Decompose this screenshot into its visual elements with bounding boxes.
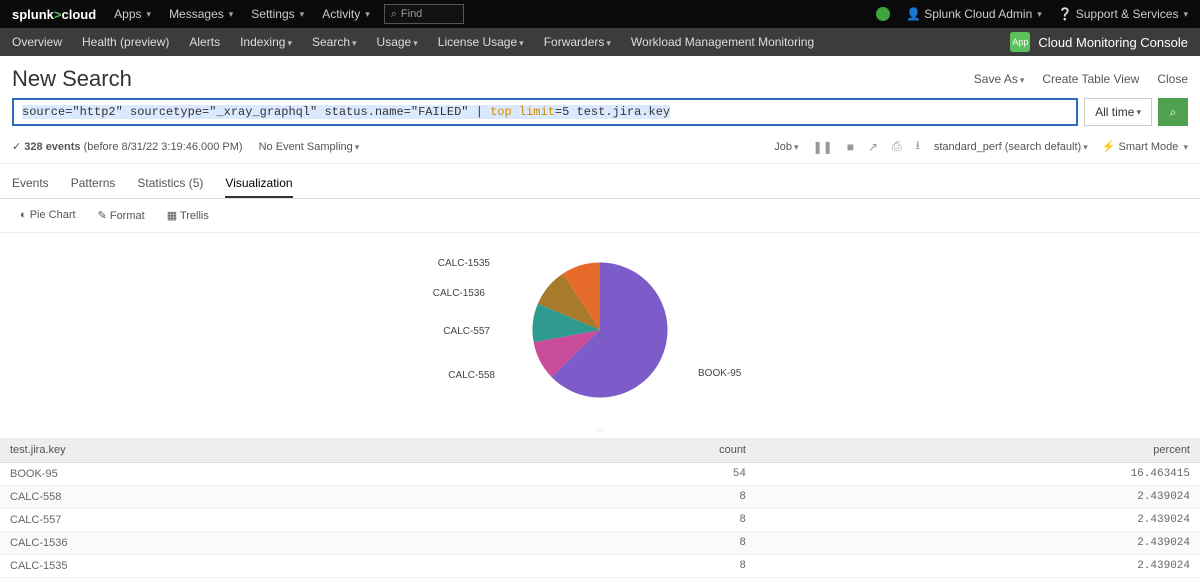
subnav-alerts[interactable]: Alerts — [189, 35, 220, 49]
global-menu: Apps Messages Settings Activity — [114, 7, 370, 21]
subnav-usage[interactable]: Usage — [377, 35, 418, 49]
find-placeholder: Find — [401, 8, 422, 20]
cell-count: 8 — [480, 532, 756, 555]
app-subnav: Overview Health (preview) Alerts Indexing Se… — [0, 28, 1200, 56]
result-tabs: Events Patterns Statistics (5) Visualizatio… — [0, 164, 1200, 199]
col-key[interactable]: test.jira.key — [0, 438, 480, 463]
table-row[interactable]: CALC-153582.439024 — [0, 555, 1200, 578]
resize-handle[interactable]: ⋯ — [0, 423, 1200, 438]
tab-visualization[interactable]: Visualization — [225, 170, 292, 198]
page-header: New Search Save As Create Table View Close — [0, 56, 1200, 98]
search-mode-source[interactable]: standard_perf (search default) — [934, 141, 1088, 153]
cell-percent: 2.439024 — [756, 509, 1200, 532]
subnav-forwarders[interactable]: Forwarders — [544, 35, 611, 49]
status-ok-icon[interactable] — [876, 7, 890, 21]
cell-percent: 2.439024 — [756, 486, 1200, 509]
tab-patterns[interactable]: Patterns — [71, 170, 116, 198]
cell-key: BOOK-95 — [0, 463, 480, 486]
cell-key: CALC-558 — [0, 486, 480, 509]
time-label: All time — [1095, 105, 1134, 119]
tab-events[interactable]: Events — [12, 170, 49, 198]
status-row: ✓ 328 events (before 8/31/22 3:19:46.000… — [0, 132, 1200, 164]
action-save-as[interactable]: Save As — [974, 72, 1025, 86]
search-row: source="http2" sourcetype="_xray_graphql… — [0, 98, 1200, 132]
topmenu-settings[interactable]: Settings — [251, 7, 304, 21]
download-icon[interactable]: ⭳ — [916, 136, 920, 157]
logo[interactable]: splunk>cloud — [12, 7, 96, 22]
app-icon: App — [1010, 32, 1030, 52]
cell-key: CALC-557 — [0, 509, 480, 532]
cell-percent: 16.463415 — [756, 463, 1200, 486]
subnav-license-usage[interactable]: License Usage — [438, 35, 524, 49]
console-label[interactable]: Cloud Monitoring Console — [1038, 35, 1188, 50]
stop-icon[interactable]: ■ — [847, 140, 854, 154]
viz-toolbar: ◐ Pie Chart ✎ Format ▦ Trellis — [0, 199, 1200, 233]
admin-menu[interactable]: 👤 Splunk Cloud Admin — [906, 7, 1042, 21]
support-label: Support & Services — [1076, 7, 1179, 21]
tab-statistics-[interactable]: Statistics (5) — [137, 170, 203, 198]
cell-percent: 2.439024 — [756, 555, 1200, 578]
topmenu-activity[interactable]: Activity — [322, 7, 370, 21]
user-icon: 👤 — [906, 7, 921, 21]
cell-key: CALC-1536 — [0, 532, 480, 555]
subnav-overview[interactable]: Overview — [12, 35, 62, 49]
time-picker[interactable]: All time — [1084, 98, 1152, 126]
col-count[interactable]: count — [480, 438, 756, 463]
table-row[interactable]: CALC-153682.439024 — [0, 532, 1200, 555]
action-create-table-view[interactable]: Create Table View — [1042, 72, 1139, 86]
help-icon: ❔ — [1058, 7, 1073, 21]
subnav-workload-management-monitoring[interactable]: Workload Management Monitoring — [631, 35, 814, 49]
table-row[interactable]: CALC-55782.439024 — [0, 509, 1200, 532]
share-icon[interactable]: ↗ — [868, 140, 878, 154]
cell-count: 8 — [480, 509, 756, 532]
search-input[interactable]: source="http2" sourcetype="_xray_graphql… — [12, 98, 1078, 126]
run-search-button[interactable]: ⌕ — [1158, 98, 1188, 126]
pie-label-calc-558: CALC-558 — [448, 370, 495, 381]
trellis-button[interactable]: ▦ Trellis — [167, 209, 209, 222]
find-input[interactable]: ⌕ Find — [384, 4, 464, 24]
pie-label-calc-1535: CALC-1535 — [438, 258, 490, 269]
chart-type-picker[interactable]: ◐ Pie Chart — [20, 209, 76, 222]
pie-chart: BOOK-95 CALC-558 CALC-557 CALC-1536 CALC-153… — [0, 233, 1200, 423]
cell-count: 54 — [480, 463, 756, 486]
table-row[interactable]: BOOK-955416.463415 — [0, 463, 1200, 486]
cell-key: CALC-1535 — [0, 555, 480, 578]
page-title: New Search — [12, 66, 132, 92]
bolt-icon: ⚡ — [1102, 141, 1116, 153]
query-text: source="http2" sourcetype="_xray_graphql… — [22, 105, 670, 119]
subnav-health-preview-[interactable]: Health (preview) — [82, 35, 169, 49]
format-button[interactable]: ✎ Format — [98, 209, 145, 222]
sampling-dropdown[interactable]: No Event Sampling — [259, 141, 360, 153]
admin-label: Splunk Cloud Admin — [924, 7, 1032, 21]
search-icon: ⌕ — [391, 8, 397, 21]
global-topbar: splunk>cloud Apps Messages Settings Activit… — [0, 0, 1200, 28]
topmenu-apps[interactable]: Apps — [114, 7, 151, 21]
pie-label-book-95: BOOK-95 — [698, 368, 741, 379]
smart-label: Smart Mode — [1118, 141, 1178, 153]
cell-count: 8 — [480, 486, 756, 509]
pie-label-calc-1536: CALC-1536 — [433, 288, 485, 299]
results-table: test.jira.keycountpercent BOOK-955416.46… — [0, 438, 1200, 578]
action-close[interactable]: Close — [1157, 72, 1188, 86]
support-menu[interactable]: ❔ Support & Services — [1058, 7, 1188, 21]
topmenu-messages[interactable]: Messages — [169, 7, 233, 21]
pause-icon[interactable]: ❚❚ — [813, 140, 833, 154]
events-count: ✓ 328 events (before 8/31/22 3:19:46.000… — [12, 140, 243, 153]
cell-percent: 2.439024 — [756, 532, 1200, 555]
job-dropdown[interactable]: Job — [774, 141, 798, 153]
table-row[interactable]: CALC-55882.439024 — [0, 486, 1200, 509]
pie-label-calc-557: CALC-557 — [443, 326, 490, 337]
smart-mode-dropdown[interactable]: ⚡ Smart Mode — [1102, 140, 1188, 153]
cell-count: 8 — [480, 555, 756, 578]
col-percent[interactable]: percent — [756, 438, 1200, 463]
pie-svg — [525, 255, 675, 405]
subnav-indexing[interactable]: Indexing — [240, 35, 292, 49]
print-icon[interactable]: ⎙ — [892, 139, 902, 154]
search-icon: ⌕ — [1170, 105, 1177, 120]
subnav-search[interactable]: Search — [312, 35, 357, 49]
